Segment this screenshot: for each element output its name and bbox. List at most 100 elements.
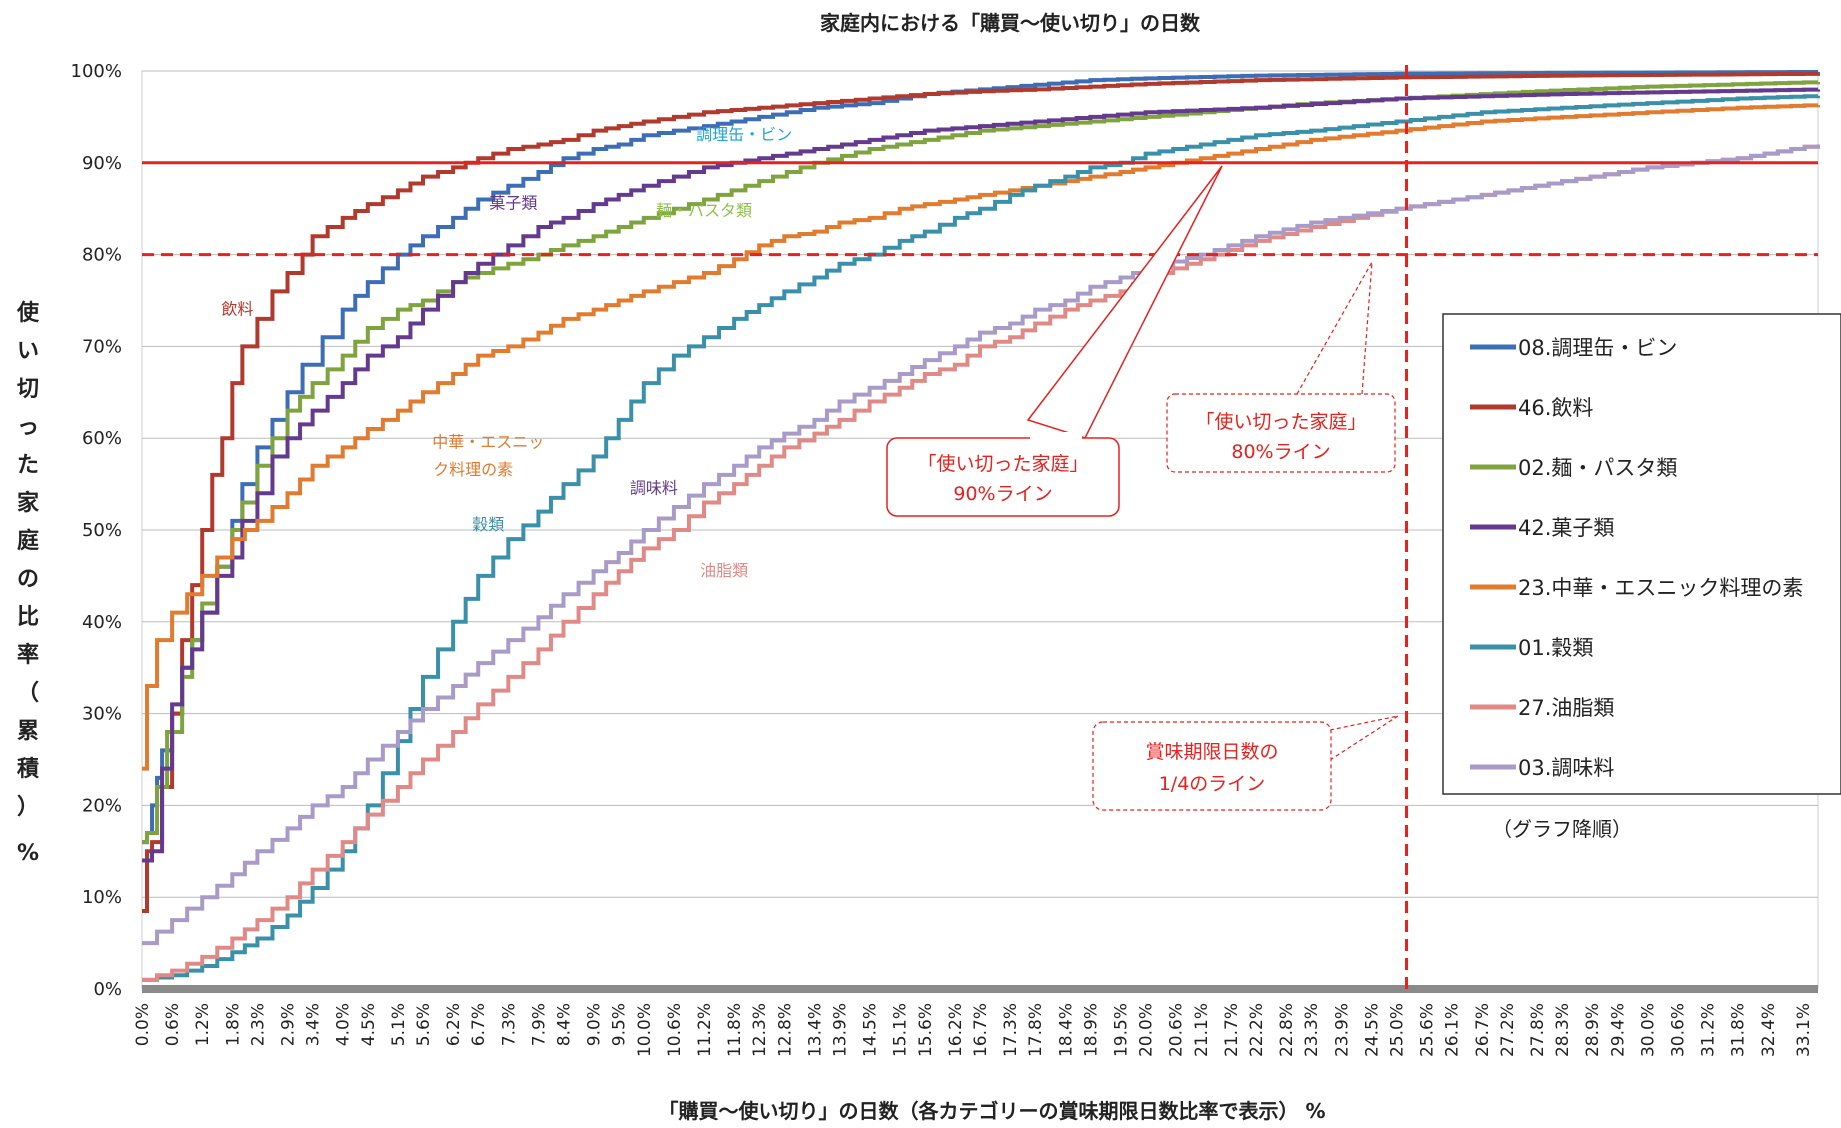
x-tick-label: 25.6% — [1418, 1003, 1438, 1057]
x-tick-label: 29.4% — [1608, 1003, 1628, 1057]
y-tick-label: 10% — [82, 887, 122, 908]
x-tick-label: 2.3% — [248, 1003, 268, 1046]
callout-quarter-box — [1092, 721, 1332, 811]
y-axis-label-char: 使 — [16, 301, 40, 326]
x-tick-label: 15.1% — [891, 1003, 911, 1057]
x-tick-label: 21.7% — [1222, 1003, 1242, 1057]
series-lines — [142, 69, 1820, 982]
x-tick-label: 14.5% — [861, 1003, 881, 1057]
x-tick-label: 20.0% — [1137, 1003, 1157, 1057]
x-tick-label: 11.2% — [695, 1003, 715, 1057]
x-tick-label: 30.6% — [1668, 1003, 1688, 1057]
y-tick-label: 30% — [82, 704, 122, 725]
legend-entry: 23.中華・エスニック料理の素 — [1518, 576, 1803, 600]
x-axis-line — [142, 985, 1818, 993]
callout-90-pointer — [1026, 165, 1223, 439]
y-axis-label-char: 比 — [17, 605, 39, 630]
x-tick-label: 28.3% — [1553, 1003, 1573, 1057]
legend: 08.調理缶・ビン 46.飲料 02.麺・パスタ類 42.菓子類 23.中華・エスニック… — [1442, 313, 1841, 841]
x-axis-ticks: 0.0% 0.6% 1.2% 1.8% 2.3% 2.9% 3.4% 4.0% 4.5% 5.1%… — [133, 1003, 1814, 1057]
x-tick-label: 19.5% — [1112, 1003, 1132, 1057]
series-inline-label: 飲料 — [221, 299, 253, 318]
legend-entry: 46.飲料 — [1518, 396, 1593, 420]
x-tick-label: 1.8% — [223, 1003, 243, 1046]
callout-quarter-text: 1/4のライン — [1159, 773, 1266, 795]
callout-80-box — [1166, 393, 1396, 473]
x-tick-label: 10.6% — [665, 1003, 685, 1057]
x-tick-label: 27.2% — [1498, 1003, 1518, 1057]
series-inline-label: 油脂類 — [700, 561, 748, 580]
y-axis-label-char: 庭 — [17, 528, 39, 554]
x-axis-label: 「購買～使い切り」の日数（各カテゴリーの賞味期限日数比率で表示） % — [658, 1099, 1325, 1123]
y-axis-label-char: 率 — [17, 642, 39, 668]
x-tick-label: 13.4% — [805, 1003, 825, 1057]
x-tick-label: 31.2% — [1699, 1003, 1719, 1057]
x-tick-label: 8.4% — [555, 1003, 575, 1046]
series-inline-label: 調理缶・ビン — [696, 125, 792, 144]
y-axis-label-char: 積 — [17, 757, 40, 782]
y-tick-label: 50% — [82, 520, 122, 541]
y-axis-label-char: た — [17, 453, 39, 478]
series-line-7 — [142, 144, 1820, 946]
x-tick-label: 22.8% — [1277, 1003, 1297, 1057]
y-tick-label: 40% — [82, 612, 122, 633]
x-tick-label: 31.8% — [1729, 1003, 1749, 1057]
y-tick-label: 20% — [82, 795, 122, 816]
x-tick-label: 18.4% — [1056, 1003, 1076, 1057]
y-tick-label: 80% — [82, 245, 122, 266]
x-tick-label: 20.6% — [1167, 1003, 1187, 1057]
reference-lines — [142, 65, 1818, 989]
x-tick-label: 0.6% — [163, 1003, 183, 1046]
x-tick-label: 11.8% — [725, 1003, 745, 1057]
x-tick-label: 6.7% — [469, 1003, 489, 1046]
x-tick-label: 15.6% — [916, 1003, 936, 1057]
callout-80-pointer — [1296, 261, 1373, 395]
legend-entry: 27.油脂類 — [1518, 696, 1614, 720]
callout-quarter-pointer — [1329, 715, 1399, 761]
x-tick-label: 23.3% — [1302, 1003, 1322, 1057]
y-tick-label: 100% — [71, 61, 122, 82]
x-tick-label: 7.9% — [529, 1003, 549, 1046]
callout-90-box — [886, 437, 1120, 517]
x-tick-label: 10.0% — [635, 1003, 655, 1057]
series-inline-label: 菓子類 — [489, 194, 537, 213]
x-tick-label: 16.2% — [946, 1003, 966, 1057]
callout-quarter-text: 賞味期限日数の — [1145, 741, 1278, 763]
x-tick-label: 6.2% — [444, 1003, 464, 1046]
x-tick-label: 16.7% — [971, 1003, 991, 1057]
legend-entry: 08.調理缶・ビン — [1518, 336, 1677, 360]
x-tick-label: 32.4% — [1759, 1003, 1779, 1057]
x-tick-label: 17.3% — [1001, 1003, 1021, 1057]
x-tick-label: 24.5% — [1362, 1003, 1382, 1057]
chart-title: 家庭内における「購買～使い切り」の日数 — [820, 11, 1201, 35]
x-tick-label: 4.0% — [334, 1003, 354, 1046]
y-tick-label: 90% — [82, 153, 122, 174]
series-line-5 — [142, 94, 1820, 982]
y-axis-label-char: っ — [17, 415, 39, 440]
legend-note: （グラフ降順） — [1492, 817, 1632, 841]
x-tick-label: 27.8% — [1528, 1003, 1548, 1057]
legend-entry: 01.穀類 — [1518, 636, 1593, 660]
x-tick-label: 2.9% — [279, 1003, 299, 1046]
x-tick-label: 22.2% — [1247, 1003, 1267, 1057]
y-axis-ticks: 0% 10% 20% 30% 40% 50% 60% 70% 80% 90% 100% — [71, 61, 122, 1000]
y-axis-label-char: % — [17, 841, 39, 866]
x-tick-label: 3.4% — [304, 1003, 324, 1046]
callout-80-text: 「使い切った家庭」 — [1195, 411, 1366, 433]
y-tick-label: 70% — [82, 336, 122, 357]
callout-90-text: 「使い切った家庭」 — [917, 453, 1088, 475]
series-line-1 — [142, 71, 1820, 913]
series-inline-label: ク料理の素 — [433, 460, 513, 479]
y-axis-label-char: 累 — [17, 719, 39, 744]
y-tick-label: 60% — [82, 428, 122, 449]
series-line-4 — [142, 103, 1820, 771]
legend-entry: 42.菓子類 — [1518, 516, 1614, 540]
x-tick-label: 5.6% — [414, 1003, 434, 1046]
x-tick-label: 21.1% — [1192, 1003, 1212, 1057]
x-tick-label: 23.9% — [1332, 1003, 1352, 1057]
x-tick-label: 0.0% — [133, 1003, 153, 1046]
x-tick-label: 13.9% — [830, 1003, 850, 1057]
